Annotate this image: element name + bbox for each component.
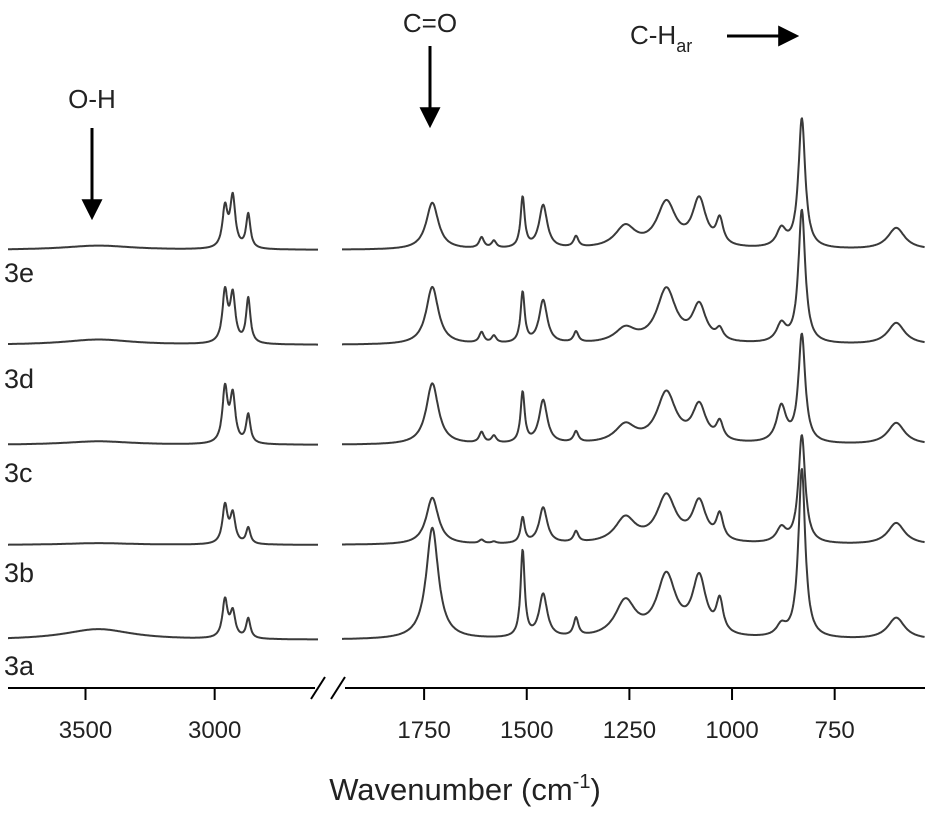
spectrum-trace-3b-low [341,434,925,546]
spectra-traces [7,117,925,641]
spectrum-trace-3d-high [7,286,319,346]
spectrum-trace-3a-low [341,468,925,640]
x-tick-label-1250: 1250 [603,717,656,744]
series-label-3e: 3e [4,258,34,288]
spectrum-trace-3d-low [341,208,925,346]
series-label-3b: 3b [4,558,34,588]
spectrum-trace-3b-high [7,501,319,546]
x-axis: 3500 3000 1750 1500 1250 1000 750 Wavenumber (… [8,676,925,807]
co-annotation-label: C=O [403,8,457,38]
x-ticks: 3500 3000 1750 1500 1250 1000 750 [59,688,855,744]
spectrum-trace-3e-low [341,117,925,251]
x-tick-label-3000: 3000 [188,717,241,744]
series-label-3c: 3c [4,458,33,488]
series-label-3a: 3a [4,651,35,681]
x-axis-title: Wavenumber (cm-1) [329,771,601,807]
spectrum-trace-3c-low [341,332,925,446]
series-label-3d: 3d [4,364,34,394]
plot-area: 3a 3b 3c 3d 3e [4,117,925,681]
char-annotation-label: C-Har [630,20,692,56]
annotations: O-H C=O C-Har [68,8,800,221]
x-tick-label-1750: 1750 [397,717,450,744]
x-tick-label-3500: 3500 [59,717,112,744]
series-labels: 3a 3b 3c 3d 3e [4,258,35,681]
axis-break-mark [310,676,346,700]
x-tick-label-1000: 1000 [705,717,758,744]
spectrum-trace-3a-high [7,596,319,641]
oh-annotation-label: O-H [68,84,116,114]
spectrum-trace-3c-high [7,382,319,446]
spectrum-trace-3e-high [7,191,319,251]
x-tick-label-750: 750 [815,717,855,744]
x-tick-label-1500: 1500 [500,717,553,744]
